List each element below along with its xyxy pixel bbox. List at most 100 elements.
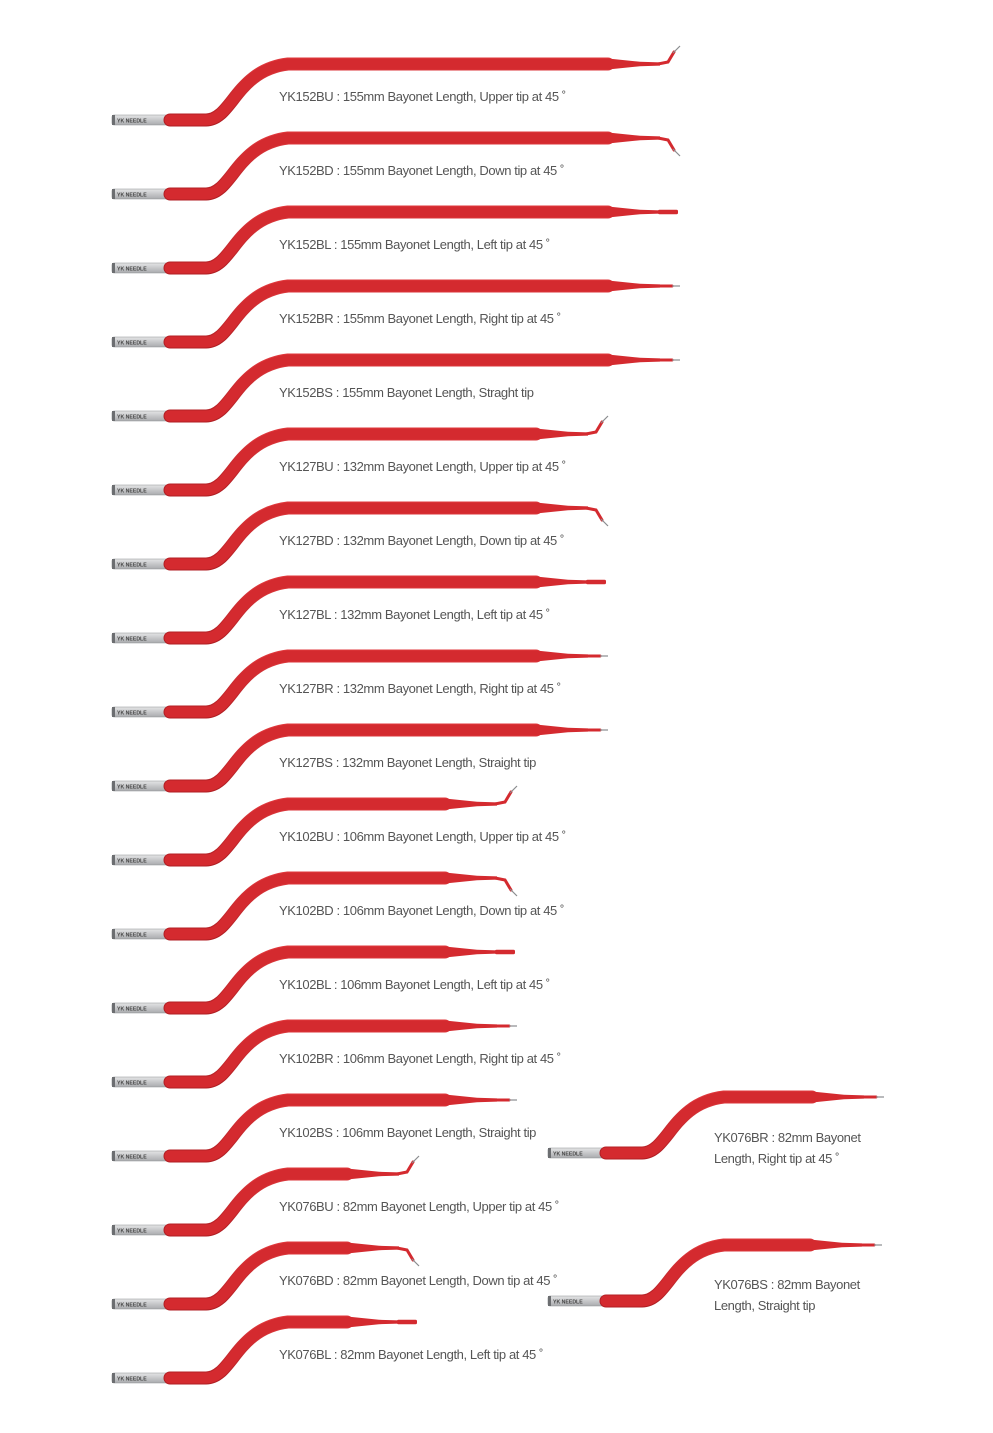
needle-n9: YK NEEDLE [111, 649, 608, 719]
insulated-shaft-core [164, 872, 451, 940]
insulated-shaft-core [164, 1168, 353, 1236]
needle-n1: YK NEEDLE [111, 45, 681, 127]
insulated-shaft-core [164, 576, 542, 644]
needle-n11: YK NEEDLE [111, 785, 518, 867]
pin-end-cap [112, 855, 115, 865]
pin-end-cap [548, 1296, 551, 1306]
needle-label-yk102br: YK102BR : 106mm Bayonet Length, Right ti… [279, 1051, 561, 1066]
shaft-taper [445, 1094, 497, 1106]
shaft-taper [536, 502, 588, 514]
pin-end-cap [112, 411, 115, 421]
shaft-taper [445, 872, 497, 884]
shaft-taper [608, 58, 660, 70]
tip-left [658, 209, 678, 215]
tip-up [493, 785, 518, 806]
brand-mark: YK NEEDLE [117, 341, 147, 347]
needle-n4: YK NEEDLE [111, 279, 680, 349]
insulated-shaft-core [164, 206, 614, 274]
needle-n7: YK NEEDLE [111, 501, 609, 571]
brand-mark: YK NEEDLE [117, 1155, 147, 1161]
needle-n15: YK NEEDLE [111, 1093, 517, 1163]
tip-down [584, 506, 609, 527]
shaft-taper [608, 354, 660, 366]
insulated-shaft-core [164, 354, 614, 422]
shaft-taper [445, 946, 497, 958]
needle-label-yk152bd: YK152BD : 155mm Bayonet Length, Down tip… [279, 163, 565, 178]
pin-end-cap [112, 115, 115, 125]
needle-label-yk076bu: YK076BU : 82mm Bayonet Length, Upper tip… [279, 1199, 559, 1214]
shaft-taper [608, 206, 660, 218]
insulated-shaft-core [164, 1094, 451, 1162]
needle-label-yk127br: YK127BR : 132mm Bayonet Length, Right ti… [279, 681, 561, 696]
needle-label-yk152br: YK152BR : 155mm Bayonet Length, Right ti… [279, 311, 561, 326]
pin-end-cap [112, 1077, 115, 1087]
pin-end-cap [548, 1148, 551, 1158]
tip-down [656, 136, 681, 157]
pin-end-cap [112, 633, 115, 643]
needle-label-yk102bd: YK102BD : 106mm Bayonet Length, Down tip… [279, 903, 565, 918]
insulated-shaft-core [164, 1242, 353, 1310]
needle-label-yk102bl: YK102BL : 106mm Bayonet Length, Left tip… [279, 977, 550, 992]
tip-left [586, 579, 606, 585]
insulated-shaft-core [164, 650, 542, 718]
insulated-shaft-core [164, 428, 542, 496]
needle-n13: YK NEEDLE [111, 945, 515, 1015]
brand-mark: YK NEEDLE [553, 1152, 583, 1158]
brand-mark: YK NEEDLE [117, 1007, 147, 1013]
shaft-taper [536, 576, 588, 588]
pin-end-cap [112, 337, 115, 347]
brand-mark: YK NEEDLE [117, 933, 147, 939]
pin-end-cap [112, 485, 115, 495]
brand-mark: YK NEEDLE [117, 859, 147, 865]
insulated-shaft-core [164, 724, 542, 792]
needle-n8: YK NEEDLE [111, 575, 606, 645]
pin-end-cap [112, 1151, 115, 1161]
insulated-shaft-core [164, 502, 542, 570]
needle-label-yk152bl: YK152BL : 155mm Bayonet Length, Left tip… [279, 237, 550, 252]
shaft-taper [445, 1020, 497, 1032]
pin-end-cap [112, 781, 115, 791]
shaft-taper [536, 428, 588, 440]
brand-mark: YK NEEDLE [117, 711, 147, 717]
needle-n17: YK NEEDLE [111, 1241, 420, 1311]
needle-n20: YK NEEDLE [547, 1238, 882, 1308]
brand-mark: YK NEEDLE [117, 563, 147, 569]
needle-n16: YK NEEDLE [111, 1155, 420, 1237]
needle-label-yk102bu: YK102BU : 106mm Bayonet Length, Upper ti… [279, 829, 566, 844]
brand-mark: YK NEEDLE [553, 1300, 583, 1306]
insulated-shaft-core [164, 798, 451, 866]
pin-end-cap [112, 1299, 115, 1309]
needle-n18: YK NEEDLE [111, 1315, 417, 1385]
tip-up [395, 1155, 420, 1176]
pin-end-cap [112, 1003, 115, 1013]
needle-n2: YK NEEDLE [111, 131, 681, 201]
brand-mark: YK NEEDLE [117, 637, 147, 643]
insulated-shaft-core [164, 1316, 353, 1384]
pin-end-cap [112, 263, 115, 273]
brand-mark: YK NEEDLE [117, 119, 147, 125]
pin-end-cap [112, 559, 115, 569]
needle-label-yk127bl: YK127BL : 132mm Bayonet Length, Left tip… [279, 607, 550, 622]
brand-mark: YK NEEDLE [117, 1377, 147, 1383]
insulated-shaft-core [600, 1091, 818, 1159]
brand-mark: YK NEEDLE [117, 193, 147, 199]
tip-left [495, 949, 515, 955]
brand-mark: YK NEEDLE [117, 785, 147, 791]
shaft-taper [812, 1091, 864, 1103]
tip-up [584, 415, 609, 436]
needle-n12: YK NEEDLE [111, 871, 518, 941]
pin-end-cap [112, 1225, 115, 1235]
pin-end-cap [112, 189, 115, 199]
tip-up [656, 45, 681, 66]
insulated-shaft-core [164, 132, 614, 200]
needle-label-yk127bu: YK127BU : 132mm Bayonet Length, Upper ti… [279, 459, 566, 474]
insulated-shaft-core [164, 946, 451, 1014]
pin-end-cap [112, 1373, 115, 1383]
insulated-shaft-core [600, 1239, 816, 1307]
insulated-shaft-core [164, 1020, 451, 1088]
needle-label-yk076br: YK076BR : 82mm Bayonet Length, Right tip… [714, 1130, 861, 1166]
brand-mark: YK NEEDLE [117, 1229, 147, 1235]
shaft-taper [608, 280, 660, 292]
